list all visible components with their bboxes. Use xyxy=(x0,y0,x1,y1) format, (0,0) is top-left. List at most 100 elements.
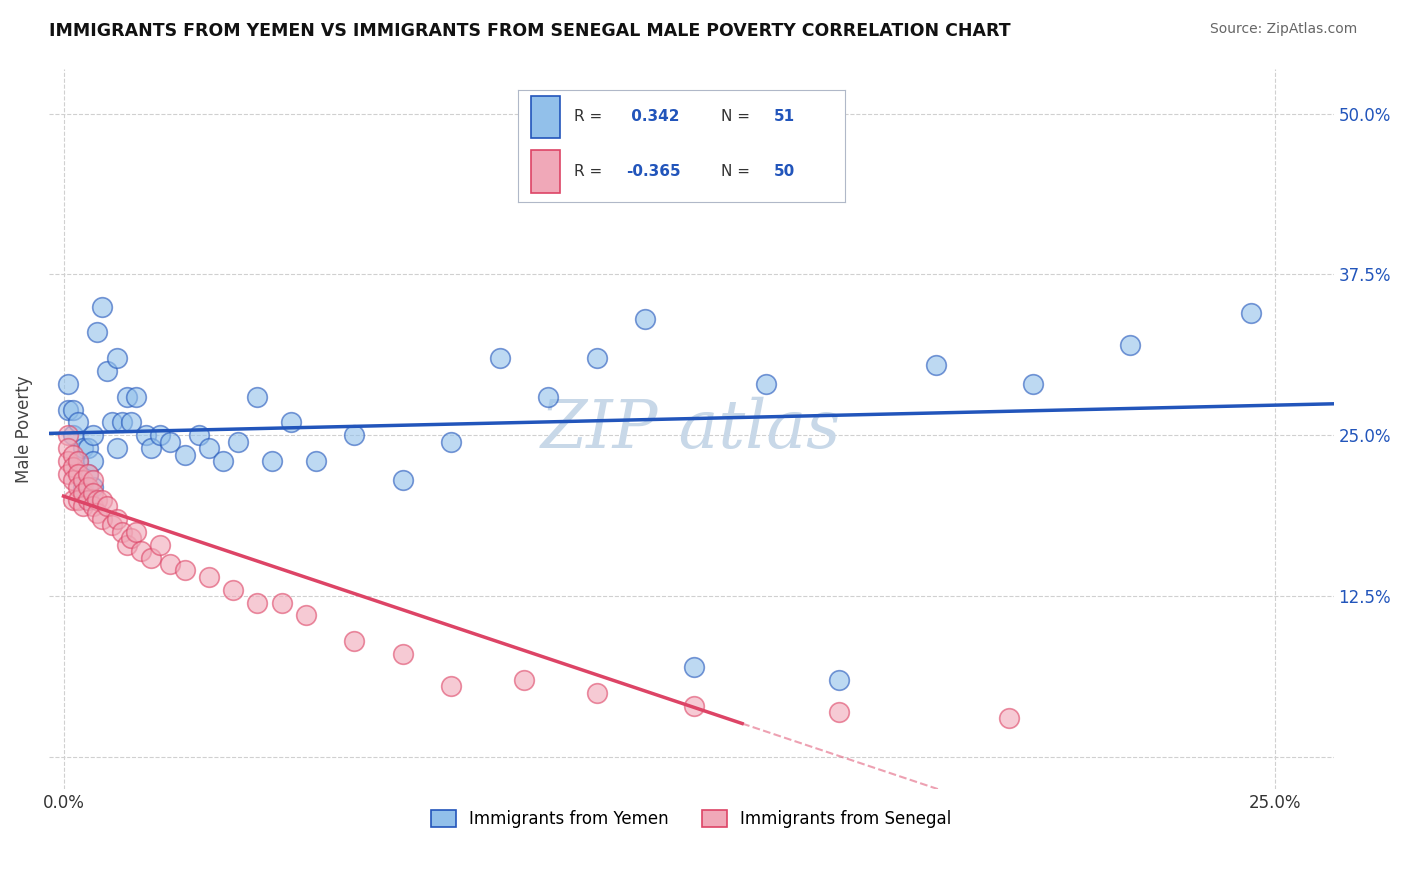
Point xyxy=(105,441,128,455)
Point xyxy=(260,454,283,468)
Point xyxy=(149,538,172,552)
Point xyxy=(67,454,90,468)
Point xyxy=(585,686,607,700)
Point xyxy=(67,416,90,430)
Point xyxy=(82,454,104,468)
Point xyxy=(585,351,607,365)
Point xyxy=(82,428,104,442)
Point xyxy=(111,524,134,539)
Point xyxy=(58,454,80,468)
Point xyxy=(139,441,162,455)
Point xyxy=(72,486,94,500)
Point xyxy=(58,428,80,442)
Point xyxy=(91,512,114,526)
Point xyxy=(96,499,118,513)
Point xyxy=(67,467,90,481)
Point xyxy=(343,428,366,442)
Point xyxy=(62,448,84,462)
Point xyxy=(1240,306,1263,320)
Point xyxy=(149,428,172,442)
Point xyxy=(82,474,104,488)
Text: Source: ZipAtlas.com: Source: ZipAtlas.com xyxy=(1209,22,1357,37)
Point xyxy=(440,434,463,449)
Point xyxy=(111,416,134,430)
Point xyxy=(159,434,181,449)
Point xyxy=(72,441,94,455)
Point xyxy=(173,564,195,578)
Point xyxy=(91,300,114,314)
Point xyxy=(246,390,269,404)
Point xyxy=(76,467,98,481)
Point xyxy=(72,474,94,488)
Point xyxy=(105,512,128,526)
Point xyxy=(67,480,90,494)
Point xyxy=(222,582,245,597)
Point xyxy=(270,596,292,610)
Point xyxy=(488,351,510,365)
Point xyxy=(755,376,778,391)
Point xyxy=(188,428,211,442)
Point xyxy=(304,454,326,468)
Point xyxy=(513,673,536,687)
Point xyxy=(67,454,90,468)
Text: ZIP atlas: ZIP atlas xyxy=(541,396,841,461)
Point xyxy=(76,441,98,455)
Point xyxy=(58,441,80,455)
Point xyxy=(82,499,104,513)
Point xyxy=(135,428,157,442)
Point xyxy=(682,698,704,713)
Point xyxy=(212,454,235,468)
Point xyxy=(392,474,415,488)
Point xyxy=(125,524,148,539)
Point xyxy=(198,441,221,455)
Point xyxy=(72,480,94,494)
Point xyxy=(198,570,221,584)
Point xyxy=(226,434,249,449)
Point xyxy=(159,557,181,571)
Point xyxy=(86,492,108,507)
Point xyxy=(62,492,84,507)
Point xyxy=(295,608,318,623)
Y-axis label: Male Poverty: Male Poverty xyxy=(15,375,32,483)
Point xyxy=(91,492,114,507)
Point xyxy=(828,705,851,719)
Point xyxy=(440,679,463,693)
Point xyxy=(682,660,704,674)
Point xyxy=(101,416,124,430)
Point xyxy=(76,492,98,507)
Point xyxy=(86,326,108,340)
Point xyxy=(246,596,269,610)
Point xyxy=(139,550,162,565)
Point xyxy=(58,376,80,391)
Point xyxy=(129,544,152,558)
Legend: Immigrants from Yemen, Immigrants from Senegal: Immigrants from Yemen, Immigrants from S… xyxy=(425,804,959,835)
Point xyxy=(76,480,98,494)
Point xyxy=(997,711,1019,725)
Point xyxy=(343,634,366,648)
Point xyxy=(96,364,118,378)
Point xyxy=(82,480,104,494)
Point xyxy=(828,673,851,687)
Point xyxy=(62,402,84,417)
Point xyxy=(101,518,124,533)
Point xyxy=(76,492,98,507)
Point xyxy=(925,358,948,372)
Point xyxy=(120,531,142,545)
Point xyxy=(1022,376,1045,391)
Point xyxy=(125,390,148,404)
Point xyxy=(62,428,84,442)
Point xyxy=(58,402,80,417)
Point xyxy=(72,499,94,513)
Text: IMMIGRANTS FROM YEMEN VS IMMIGRANTS FROM SENEGAL MALE POVERTY CORRELATION CHART: IMMIGRANTS FROM YEMEN VS IMMIGRANTS FROM… xyxy=(49,22,1011,40)
Point xyxy=(120,416,142,430)
Point xyxy=(392,647,415,661)
Point xyxy=(67,492,90,507)
Point xyxy=(58,467,80,481)
Point xyxy=(537,390,560,404)
Point xyxy=(115,538,138,552)
Point xyxy=(76,467,98,481)
Point xyxy=(173,448,195,462)
Point xyxy=(62,460,84,475)
Point xyxy=(82,486,104,500)
Point xyxy=(115,390,138,404)
